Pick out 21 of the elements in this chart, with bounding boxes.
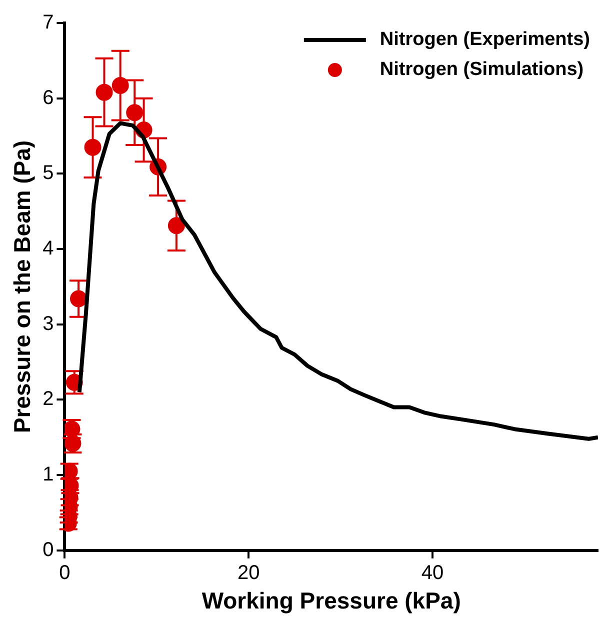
x-tick-label: 40 bbox=[421, 562, 444, 584]
y-tick-label: 3 bbox=[42, 312, 54, 335]
point bbox=[84, 138, 102, 156]
y-tick-label: 4 bbox=[42, 238, 54, 260]
y-tick-label: 2 bbox=[42, 388, 54, 410]
y-axis-title: Pressure on the Beam (Pa) bbox=[9, 140, 36, 434]
y-tick-label: 6 bbox=[42, 86, 54, 109]
x-tick-label: 0 bbox=[59, 562, 70, 584]
x-tick-label: 20 bbox=[237, 562, 260, 584]
y-tick-label: 7 bbox=[42, 12, 54, 34]
point bbox=[96, 84, 113, 101]
point bbox=[168, 217, 185, 234]
x-axis-title: Working Pressure (kPa) bbox=[202, 588, 461, 614]
y-tick-label: 5 bbox=[42, 162, 54, 184]
y-tick-label: 0 bbox=[42, 538, 54, 561]
legend-label: Nitrogen (Experiments) bbox=[380, 29, 590, 50]
legend-label: Nitrogen (Simulations) bbox=[380, 59, 584, 80]
y-tick-label: 1 bbox=[42, 464, 54, 486]
point bbox=[112, 77, 129, 94]
point bbox=[126, 104, 144, 122]
point bbox=[70, 290, 88, 308]
